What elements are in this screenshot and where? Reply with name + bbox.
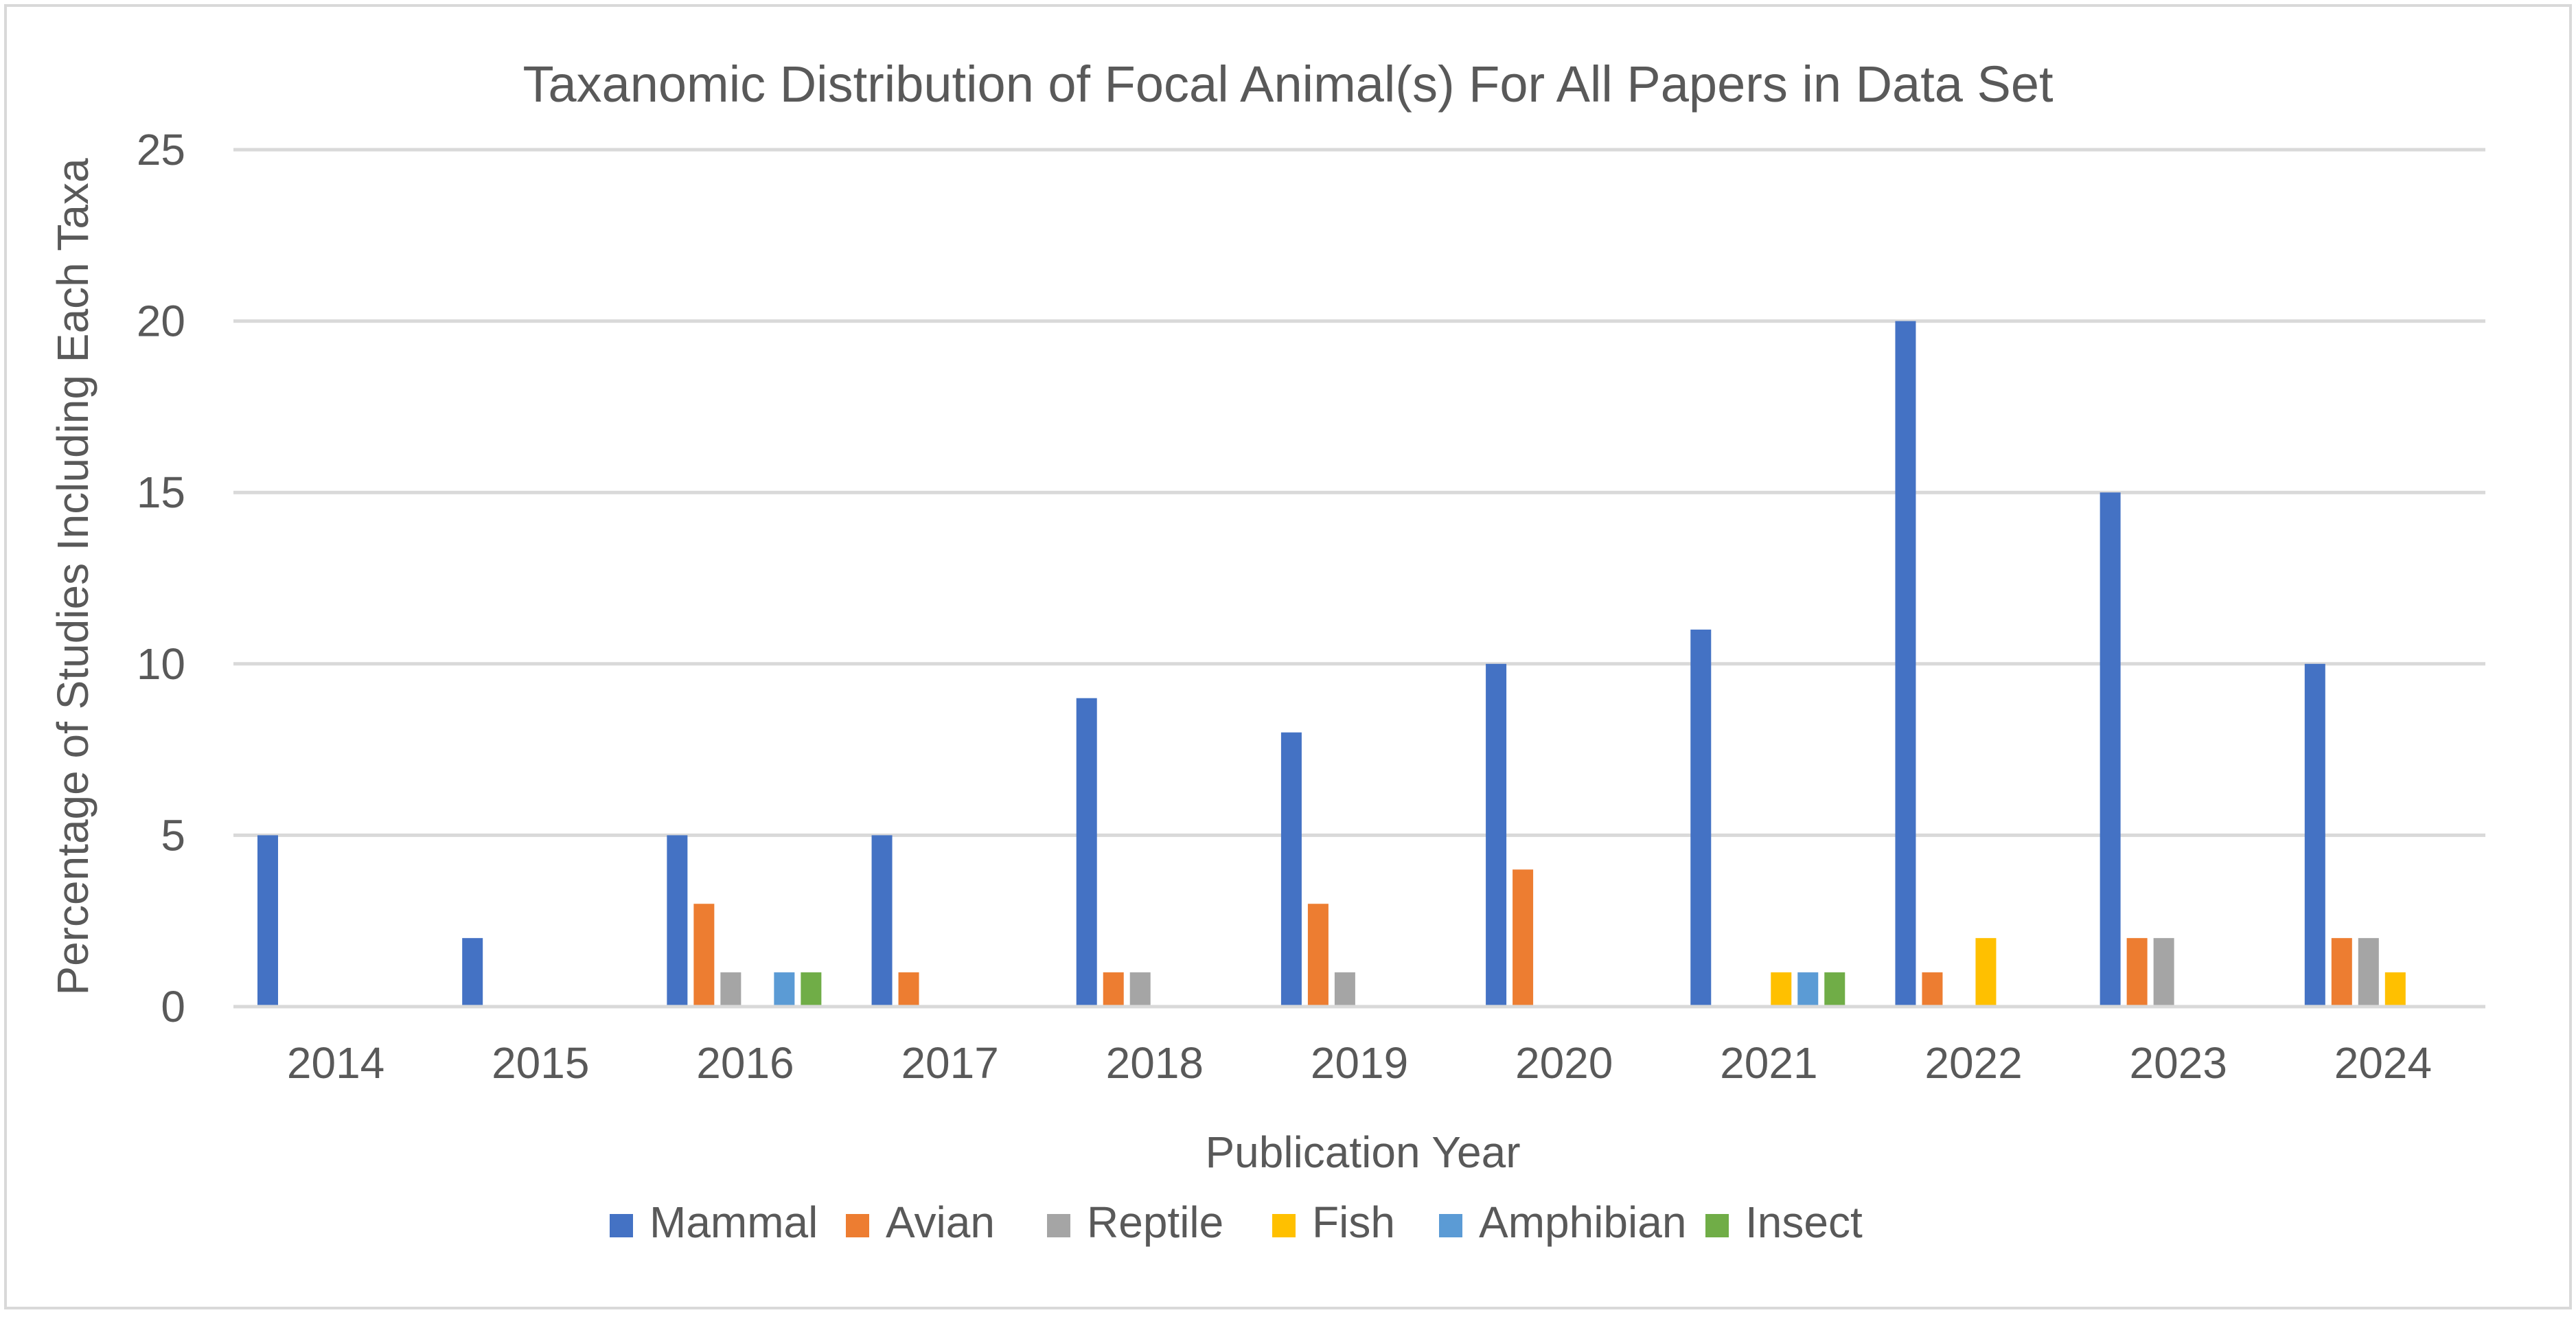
x-tick-label: 2024 [2334,1038,2432,1088]
legend-swatch-fish [1272,1214,1296,1237]
legend-swatch-mammal [610,1214,633,1237]
y-tick-label: 5 [161,810,185,860]
bar-fish-2021 [1771,972,1792,1007]
bar-avian-2019 [1307,904,1329,1007]
legend: Mammal Avian Reptile Fish Amphibian Insect [610,1198,1863,1247]
x-tick-label: 2016 [696,1038,794,1088]
bar-insect-2016 [801,972,822,1007]
bar-mammal-2015 [462,938,483,1007]
bar-reptile-2019 [1334,972,1355,1007]
bar-fish-2022 [1975,938,1997,1007]
bar-mammal-2018 [1076,698,1097,1007]
x-tick-label: 2019 [1311,1038,1408,1088]
y-tick-label: 10 [137,639,185,689]
legend-label-mammal: Mammal [649,1198,818,1247]
bar-amphibian-2016 [774,972,795,1007]
x-tick-label: 2017 [901,1038,998,1088]
legend-swatch-reptile [1047,1214,1070,1237]
bar-mammal-2017 [871,835,893,1007]
bar-mammal-2014 [257,835,278,1007]
legend-swatch-amphibian [1439,1214,1462,1237]
bar-reptile-2018 [1129,972,1151,1007]
x-axis-ticks: 2014 2015 2016 2017 2018 2019 2020 2021 2022 2023… [287,1038,2432,1088]
x-tick-label: 2014 [287,1038,384,1088]
bar-fish-2024 [2384,972,2406,1007]
bar-avian-2023 [2126,938,2148,1007]
chart-border [4,4,2572,1309]
chart-title: Taxanomic Distribution of Focal Animal(s… [522,56,2054,113]
legend-swatch-avian [846,1214,869,1237]
legend-label-avian: Avian [886,1198,995,1247]
bar-mammal-2019 [1280,732,1302,1007]
y-axis-ticks: 0 5 10 15 20 25 [137,125,185,1031]
bar-mammal-2022 [1895,321,1916,1007]
bar-avian-2016 [693,904,715,1007]
bar-insect-2021 [1824,972,1845,1007]
x-axis-label: Publication Year [1205,1127,1520,1177]
bar-avian-2018 [1103,972,1124,1007]
x-tick-label: 2022 [1924,1038,2022,1088]
bar-avian-2024 [2331,938,2352,1007]
legend-label-reptile: Reptile [1087,1198,1223,1247]
bar-avian-2020 [1513,869,1534,1007]
y-tick-label: 20 [137,297,185,346]
bar-amphibian-2021 [1797,972,1819,1007]
bar-mammal-2020 [1486,663,1507,1007]
x-tick-label: 2020 [1515,1038,1613,1088]
bar-reptile-2016 [720,972,741,1007]
bar-avian-2022 [1922,972,1943,1007]
x-tick-label: 2015 [492,1038,589,1088]
legend-label-fish: Fish [1312,1198,1395,1247]
bars [257,321,2406,1007]
bar-mammal-2024 [2304,663,2325,1007]
bar-mammal-2016 [667,835,688,1007]
bar-mammal-2023 [2100,492,2121,1007]
y-tick-label: 25 [137,125,185,174]
y-tick-label: 15 [137,468,185,517]
x-tick-label: 2023 [2130,1038,2227,1088]
x-tick-label: 2018 [1106,1038,1204,1088]
x-tick-label: 2021 [1720,1038,1817,1088]
y-axis-label: Percentage of Studies Including Each Tax… [48,158,97,996]
bar-avian-2017 [898,972,919,1007]
legend-swatch-insect [1705,1214,1729,1237]
bar-reptile-2024 [2358,938,2379,1007]
y-tick-label: 0 [161,982,185,1031]
legend-label-amphibian: Amphibian [1479,1198,1686,1247]
legend-label-insect: Insect [1745,1198,1863,1247]
bar-reptile-2023 [2153,938,2174,1007]
bar-mammal-2021 [1690,629,1712,1007]
